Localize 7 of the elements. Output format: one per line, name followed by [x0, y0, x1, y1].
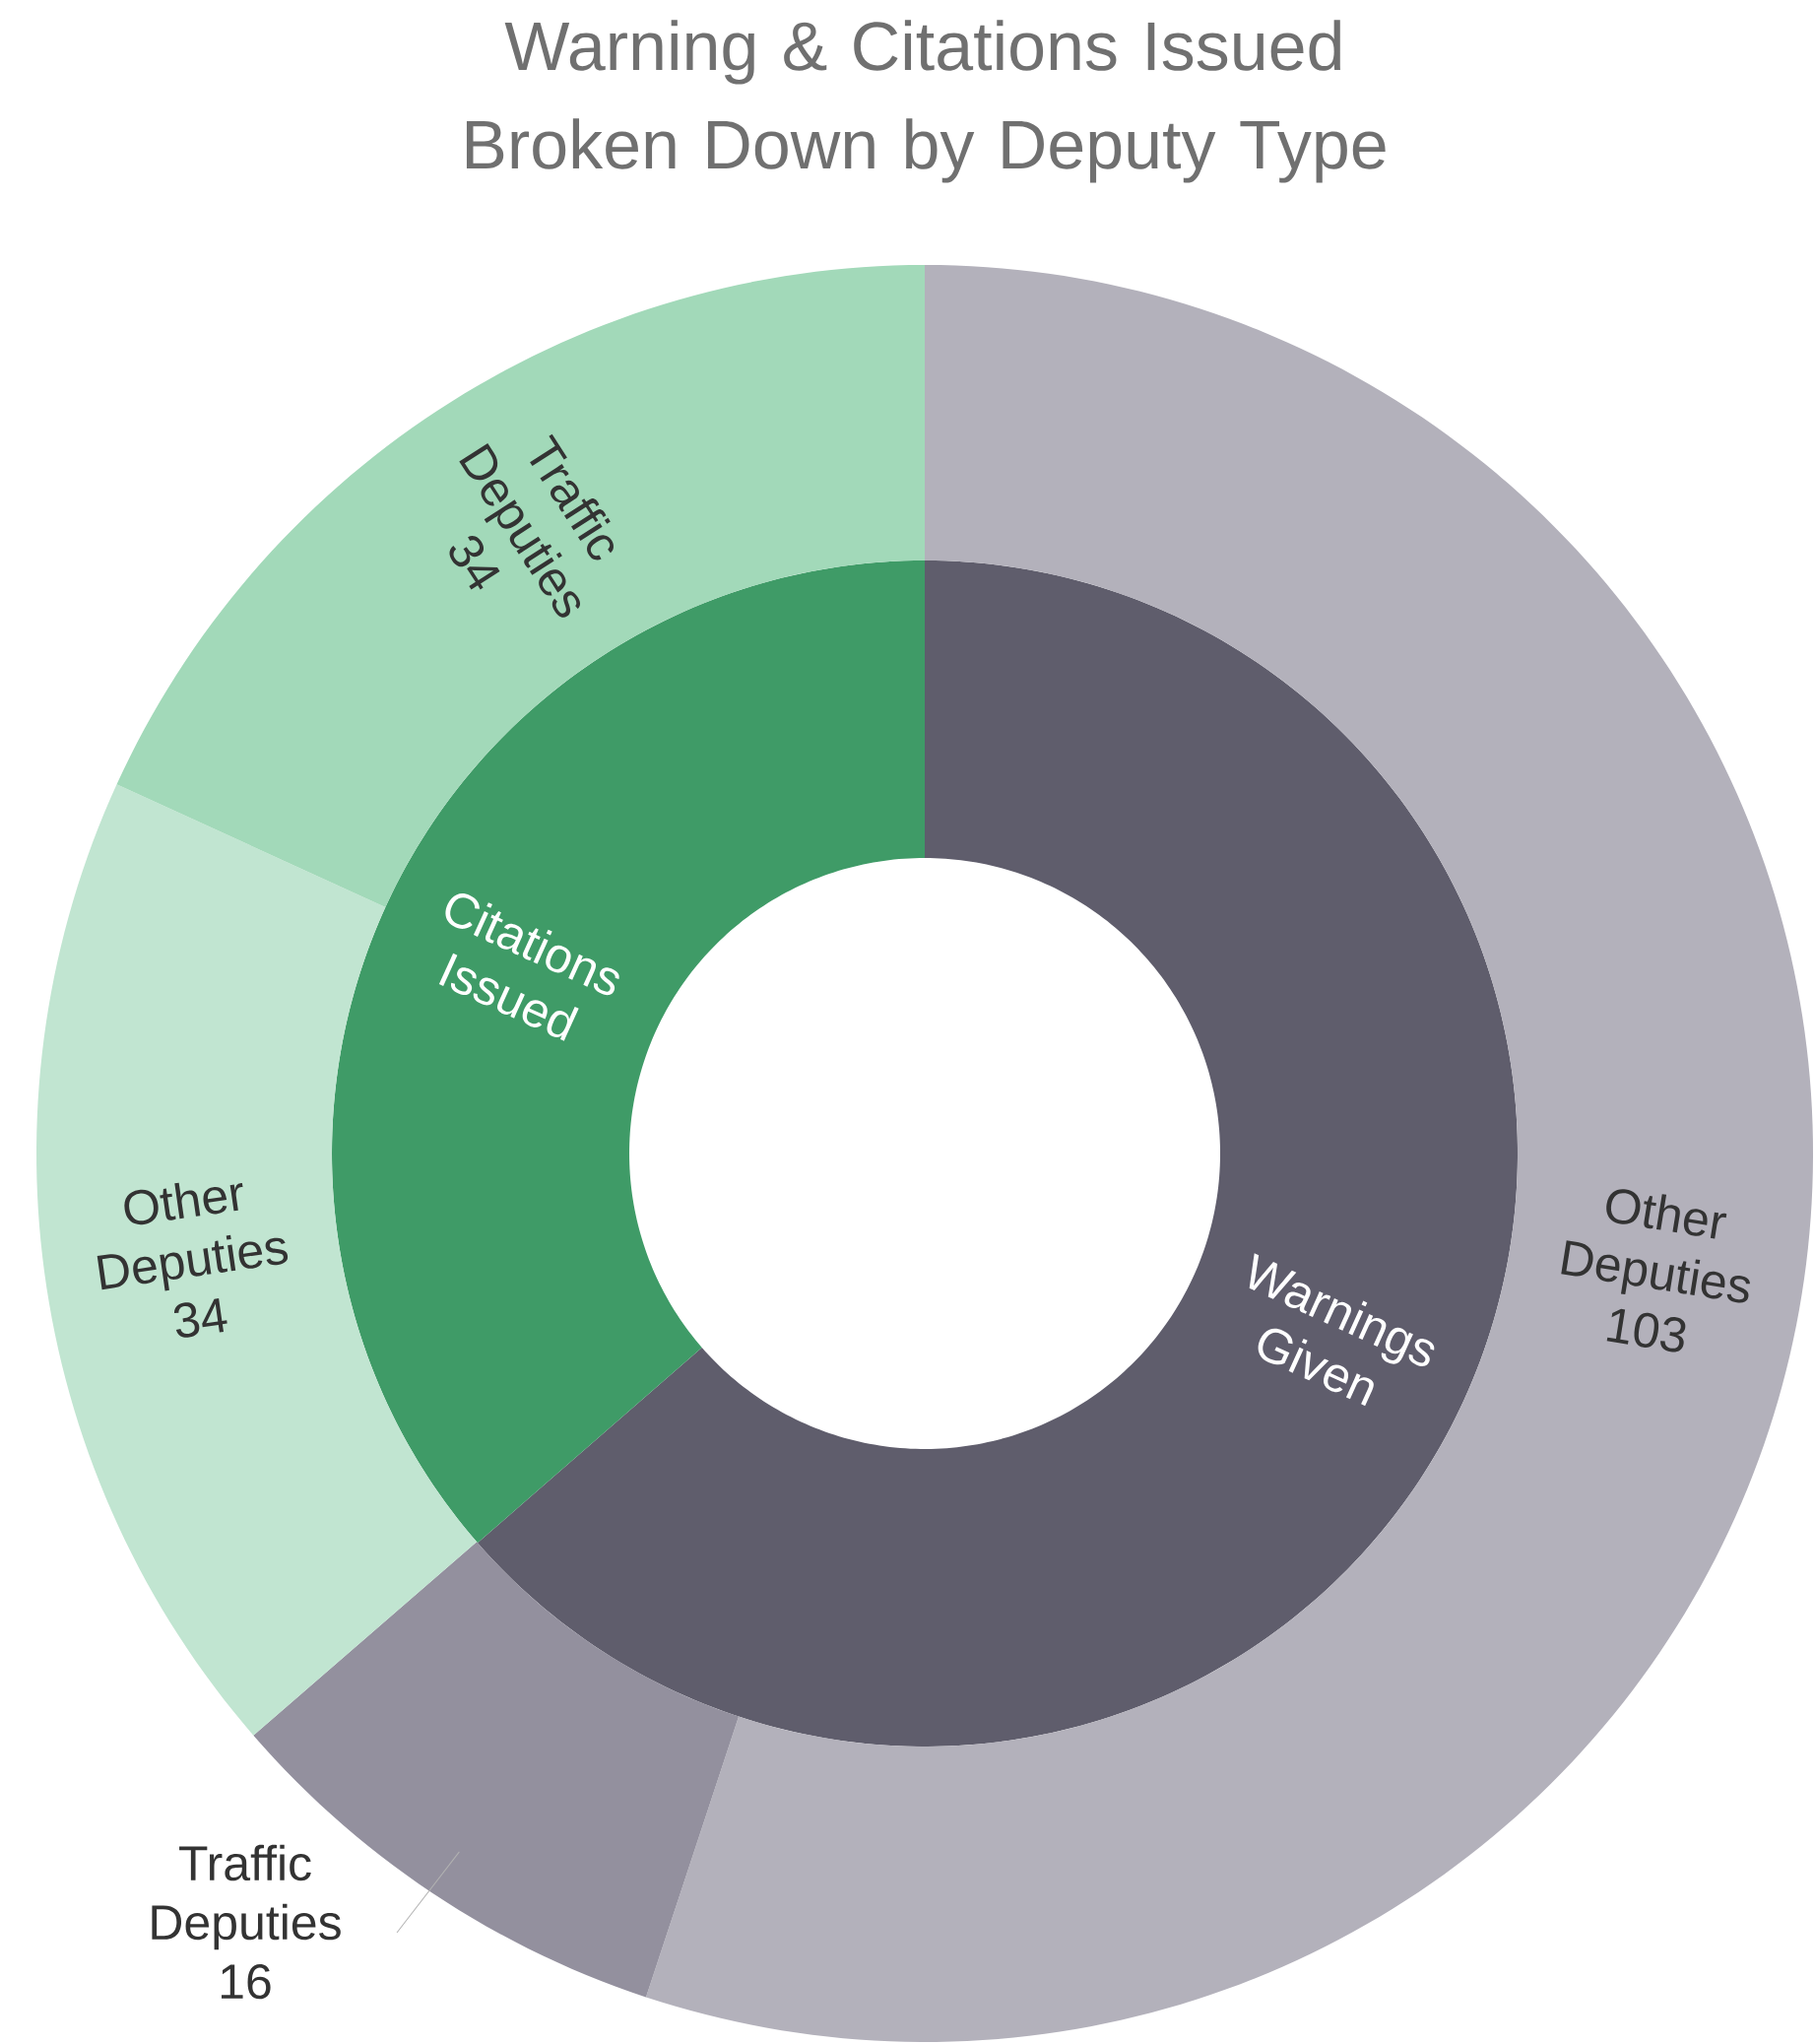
data-label: 34: [173, 1297, 227, 1338]
slice-label: Other Deputies: [97, 1182, 289, 1291]
data-label: 103: [1606, 1308, 1686, 1352]
slice-label: Other Deputies: [1561, 1189, 1750, 1303]
data-label: 16: [222, 1963, 271, 2000]
slice-label: Traffic Deputies: [152, 1844, 341, 1950]
chart-title: Warning & Citations Issued Broken Down by Deputy Type: [466, 20, 1386, 183]
